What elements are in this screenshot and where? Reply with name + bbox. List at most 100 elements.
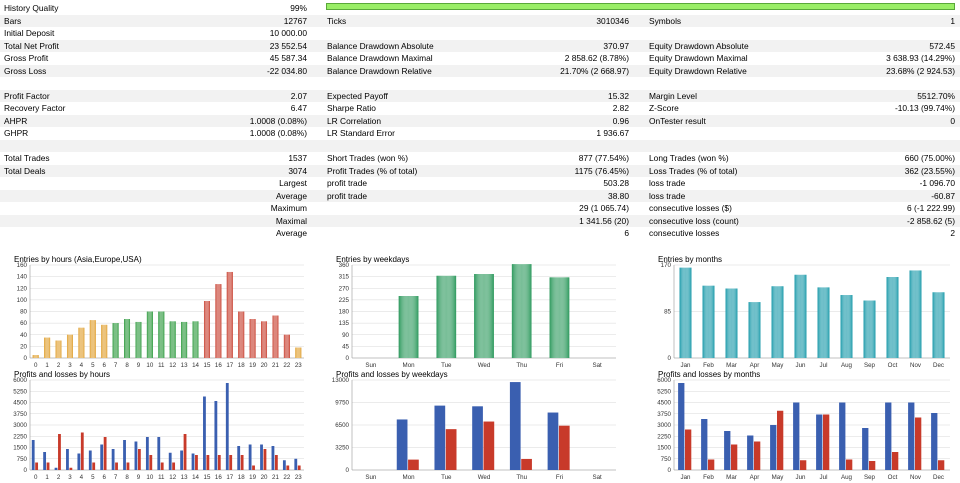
bar-shade (78, 327, 85, 358)
profit-bar (747, 435, 754, 470)
metric-value: 38.80 (608, 190, 629, 201)
profit-bar (111, 449, 115, 470)
profit-bar (43, 452, 47, 470)
metric-label: consecutive loss (count) (649, 215, 739, 226)
metric-value: 660 (75.00%) (904, 153, 955, 163)
x-tick-label: 0 (34, 362, 38, 369)
profit-bar (248, 444, 252, 470)
loss-bar (915, 417, 922, 470)
metric-label: Loss Trades (% of total) (649, 165, 738, 176)
x-tick-label: Mar (726, 474, 737, 481)
metric-value: 1 (950, 15, 955, 26)
y-tick-label: 0 (24, 355, 28, 362)
y-tick-label: 3250 (335, 445, 349, 452)
x-tick-label: Oct (888, 362, 898, 369)
report-row: Average profit trade 38.80 loss trade -60.87 (0, 189, 960, 203)
loss-bar (521, 458, 532, 470)
x-tick-label: 19 (249, 362, 256, 369)
loss-bar (274, 455, 278, 470)
loss-bar (160, 462, 164, 470)
metric-value: 99% (290, 3, 307, 13)
metric-value: -10.13 (99.74%) (894, 103, 955, 113)
y-tick-label: 60 (20, 320, 27, 327)
loss-bar (183, 434, 187, 470)
metric-value: 6 (-1 222.99) (907, 203, 955, 213)
x-tick-label: Sat (592, 474, 602, 481)
metric-label: Bars (4, 15, 22, 26)
report-row (0, 77, 960, 90)
chart-title: Profits and losses by weekdays (336, 370, 448, 379)
backtest-report: History Quality 99% Bars 12767 Ticks 3010346 S… (0, 0, 960, 243)
metric-label: consecutive losses (649, 228, 720, 238)
chart-title: Profits and losses by hours (14, 370, 110, 379)
bar-shade (794, 274, 807, 358)
metric-value: 1.0008 (0.08%) (249, 128, 307, 138)
report-row: Total Net Profit 23 552.54 Balance Drawdow… (0, 39, 960, 53)
loss-bar (483, 421, 495, 470)
loss-bar (217, 455, 221, 470)
profit-bar (724, 431, 731, 470)
x-tick-label: 21 (272, 474, 279, 481)
x-tick-label: 9 (137, 362, 141, 369)
metric-value: 877 (77.54%) (578, 153, 629, 163)
metric-label: Sharpe Ratio (327, 103, 376, 113)
y-tick-label: 160 (17, 262, 28, 269)
y-tick-label: 13000 (332, 377, 350, 384)
metric-value: 10 000.00 (269, 28, 307, 38)
bar-shade (192, 321, 199, 358)
loss-bar (846, 459, 853, 470)
bar-shade (203, 301, 210, 358)
x-tick-label: 16 (215, 362, 222, 369)
y-tick-label: 5250 (13, 388, 27, 395)
loss-bar (708, 459, 715, 470)
y-tick-label: 85 (664, 309, 671, 316)
metric-value: 3074 (288, 165, 307, 176)
x-tick-label: Nov (910, 474, 922, 481)
x-tick-label: Jan (681, 474, 692, 481)
metric-label: Expected Payoff (327, 90, 388, 101)
x-tick-label: Apr (750, 362, 760, 369)
bar-shade (44, 337, 51, 358)
x-tick-label: Sep (864, 474, 876, 481)
metric-label: consecutive losses ($) (649, 203, 732, 213)
metric-value: 21.70% (2 668.97) (560, 65, 629, 76)
profit-bar (839, 402, 846, 470)
row-label: Largest (279, 178, 307, 188)
profit-bar (123, 440, 126, 470)
metric-value: 12767 (283, 15, 307, 26)
metric-label: Total Deals (4, 165, 46, 176)
metric-value: 2 858.62 (8.78%) (564, 53, 629, 63)
metric-label: Balance Drawdown Relative (327, 65, 432, 76)
x-tick-label: Aug (841, 474, 853, 481)
bar-shade (238, 311, 245, 358)
metric-value: 362 (23.55%) (904, 165, 955, 176)
loss-bar (137, 449, 141, 470)
row-label: Maximum (270, 203, 307, 213)
profit-bar (908, 402, 915, 470)
y-tick-label: 750 (661, 456, 672, 463)
profit-bar (770, 425, 777, 470)
y-tick-label: 0 (668, 355, 672, 362)
loss-bar (149, 455, 153, 470)
metric-value: 6.47 (290, 103, 307, 113)
profit-bar (145, 437, 149, 470)
chart-em: Entries by months 0 85 170 Jan Feb Mar Apr May Ju… (644, 253, 956, 371)
loss-bar (869, 461, 876, 470)
y-tick-label: 45 (342, 343, 349, 350)
x-tick-label: 21 (272, 362, 279, 369)
y-tick-label: 2250 (657, 433, 671, 440)
y-tick-label: 20 (20, 343, 27, 350)
y-tick-label: 6500 (335, 422, 349, 429)
bar-shade (932, 292, 945, 358)
x-tick-label: Feb (703, 362, 714, 369)
report-row: AHPR 1.0008 (0.08%) LR Correlation 0.96 OnTe… (0, 114, 960, 128)
report-row: Largest profit trade 503.28 loss trade -1 09… (0, 177, 960, 190)
y-tick-label: 0 (346, 355, 350, 362)
x-tick-label: 22 (283, 362, 290, 369)
report-row: Bars 12767 Ticks 3010346 Symbols 1 (0, 14, 960, 28)
x-tick-label: 2 (57, 474, 61, 481)
y-tick-label: 180 (339, 309, 350, 316)
report-row: Total Trades 1537 Short Trades (won %) 877 … (0, 152, 960, 165)
loss-bar (195, 455, 198, 470)
y-tick-label: 5250 (657, 388, 671, 395)
